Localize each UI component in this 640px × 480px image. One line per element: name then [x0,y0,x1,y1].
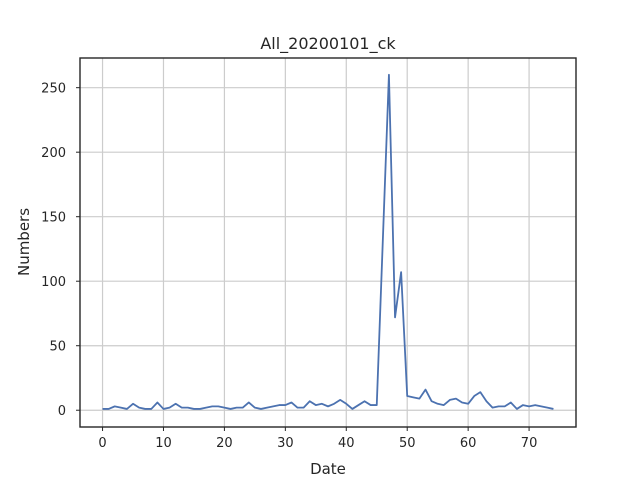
plot-frame [79,57,577,428]
x-tick-label: 10 [155,436,172,451]
y-tick-label: 0 [58,404,66,419]
y-tick-label: 100 [41,275,66,290]
x-tick-label: 40 [338,436,355,451]
x-tick-label: 30 [277,436,294,451]
series-line [102,73,554,410]
x-tick-label: 0 [98,436,106,451]
y-tick-label: 150 [41,211,66,226]
x-tick-label: 60 [460,436,477,451]
x-tick-label: 20 [216,436,233,451]
y-axis-label: Numbers [15,208,33,276]
grid [80,58,576,427]
x-tick-label: 50 [399,436,416,451]
chart-title: All_20200101_ck [260,34,396,54]
y-tick-label: 50 [49,340,66,355]
x-tick-label: 70 [521,436,538,451]
y-tick-label: 250 [41,82,66,97]
x-axis-label: Date [310,460,346,478]
y-tick-label: 200 [41,146,66,161]
axis-ticks: 0 10 20 30 40 50 60 70 0 50 100 150 200 250 [41,82,537,451]
